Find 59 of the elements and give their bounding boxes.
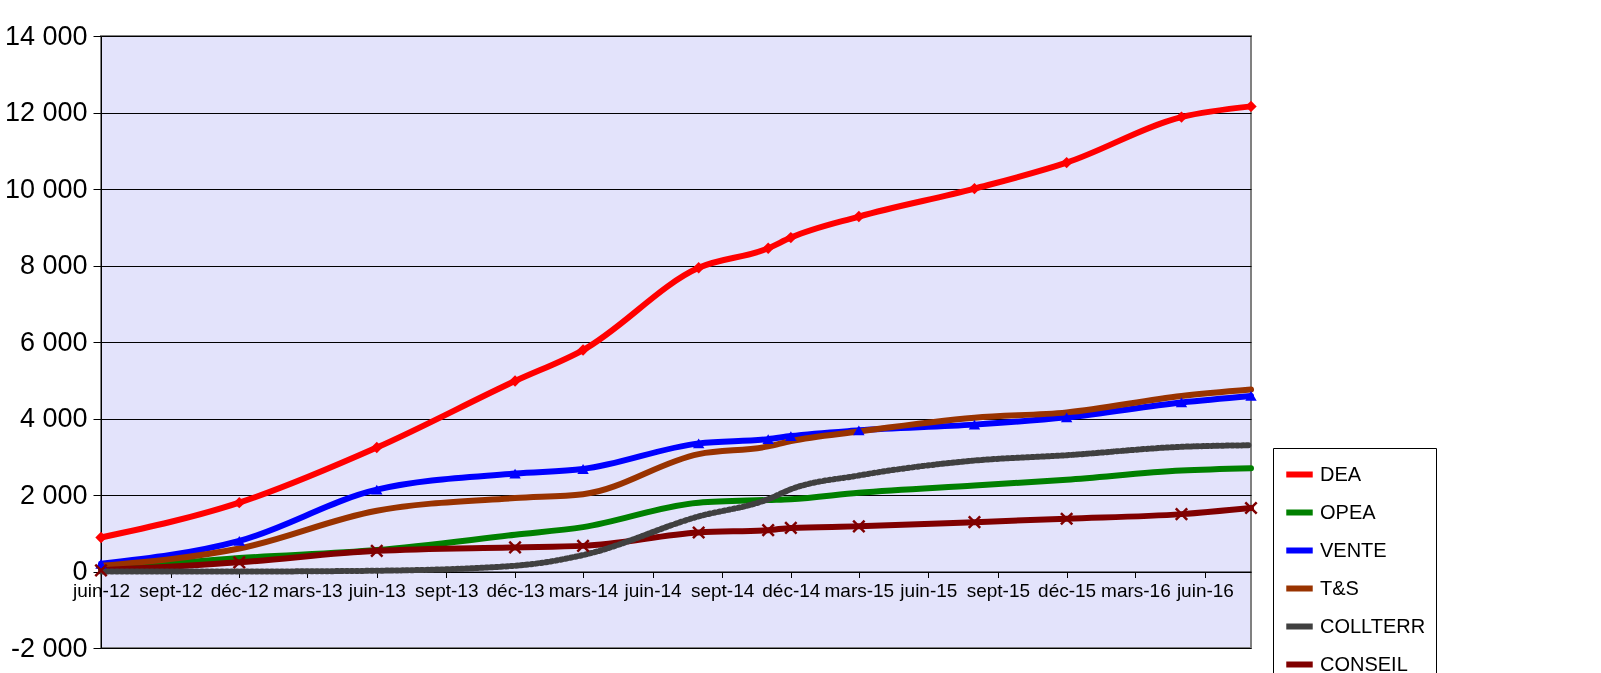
point <box>508 540 523 555</box>
x-tick-label: sept-15 <box>966 580 1031 601</box>
x-tick-label: sept-14 <box>690 580 755 601</box>
point <box>232 555 247 570</box>
x-tick-label: juin-15 <box>899 580 958 601</box>
legend-label: OPEA <box>1320 500 1377 523</box>
point <box>577 464 589 474</box>
point <box>853 425 865 436</box>
point <box>576 538 591 553</box>
point <box>233 535 245 546</box>
point <box>785 231 797 244</box>
legend-label: VENTE <box>1320 538 1387 561</box>
point <box>691 525 706 540</box>
y-tick-label: 8 000 <box>19 250 88 280</box>
legend-label: DEA <box>1320 462 1362 485</box>
point <box>1060 412 1073 423</box>
y-tick-label: 4 000 <box>19 403 88 433</box>
point <box>1059 511 1074 526</box>
point <box>371 484 383 495</box>
x-tick-label: déc-15 <box>1038 580 1097 601</box>
point <box>692 438 705 449</box>
x-tick-label: mars-13 <box>272 580 343 601</box>
point <box>509 375 521 387</box>
point <box>1175 397 1188 408</box>
point <box>762 242 774 254</box>
point <box>783 520 798 535</box>
point <box>968 419 981 430</box>
y-tick-label: -2 000 <box>10 632 88 663</box>
point <box>371 441 383 454</box>
point <box>761 523 776 538</box>
legend-label: CONSEIL <box>1320 652 1408 673</box>
x-tick-label: juin-16 <box>1175 580 1234 601</box>
x-tick-label: juin-14 <box>623 580 683 601</box>
x-tick-label: sept-12 <box>139 580 203 601</box>
x-tick-label: juin-13 <box>347 580 406 601</box>
y-tick-label: 10 000 <box>4 173 88 204</box>
point <box>577 344 589 356</box>
point <box>851 519 866 534</box>
point <box>509 468 521 479</box>
x-tick-label: déc-14 <box>762 580 821 601</box>
x-tick-label: déc-12 <box>210 580 269 601</box>
point <box>369 543 384 558</box>
x-tick-label: déc-13 <box>486 580 545 601</box>
point <box>1174 507 1189 522</box>
point <box>762 434 774 445</box>
point <box>967 515 982 530</box>
x-tick-label: mars-16 <box>1101 580 1171 601</box>
y-tick-label: 12 000 <box>4 97 88 127</box>
y-tick-label: 2 000 <box>19 479 88 510</box>
point <box>1244 501 1258 515</box>
point <box>1245 391 1257 401</box>
x-tick-label: sept-13 <box>415 580 479 601</box>
x-tick-label: mars-15 <box>824 580 895 601</box>
y-tick-label: 6 000 <box>19 326 88 357</box>
point <box>785 431 797 442</box>
x-tick-label: mars-14 <box>548 580 619 601</box>
y-tick-label: 14 000 <box>4 20 88 51</box>
legend-label: T&S <box>1320 576 1359 599</box>
legend-label: COLLTERR <box>1320 614 1426 637</box>
